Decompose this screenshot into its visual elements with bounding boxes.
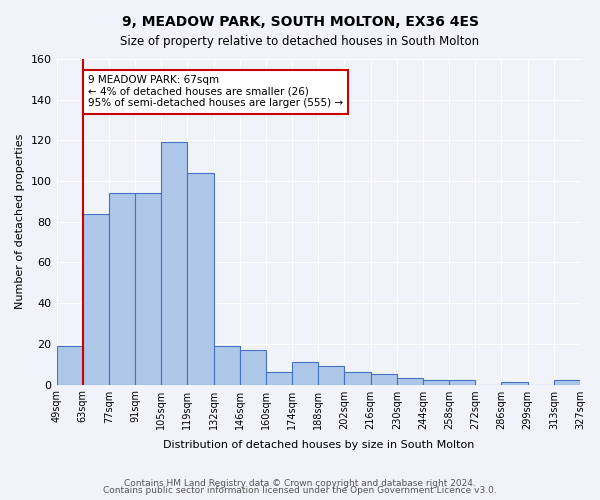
Bar (502, 382, 527, 384)
Bar (56, 346, 83, 385)
Bar (135, 194, 161, 384)
Bar (214, 346, 240, 385)
Text: Contains HM Land Registry data © Crown copyright and database right 2024.: Contains HM Land Registry data © Crown c… (124, 478, 476, 488)
Text: Size of property relative to detached houses in South Molton: Size of property relative to detached ho… (121, 35, 479, 48)
Bar (292, 362, 318, 384)
Text: 9 MEADOW PARK: 67sqm
← 4% of detached houses are smaller (26)
95% of semi-detach: 9 MEADOW PARK: 67sqm ← 4% of detached ho… (88, 76, 343, 108)
Bar (449, 380, 475, 384)
Bar (397, 378, 423, 384)
Text: 9, MEADOW PARK, SOUTH MOLTON, EX36 4ES: 9, MEADOW PARK, SOUTH MOLTON, EX36 4ES (121, 15, 479, 29)
Bar (344, 372, 371, 384)
Bar (423, 380, 449, 384)
Bar (554, 380, 580, 384)
Bar (266, 372, 292, 384)
Y-axis label: Number of detached properties: Number of detached properties (15, 134, 25, 310)
Bar (161, 142, 187, 384)
Bar (240, 350, 266, 384)
Bar (318, 366, 344, 384)
Bar (371, 374, 397, 384)
Text: Contains public sector information licensed under the Open Government Licence v3: Contains public sector information licen… (103, 486, 497, 495)
Bar (109, 194, 135, 384)
X-axis label: Distribution of detached houses by size in South Molton: Distribution of detached houses by size … (163, 440, 474, 450)
Bar (187, 173, 214, 384)
Bar (83, 214, 109, 384)
